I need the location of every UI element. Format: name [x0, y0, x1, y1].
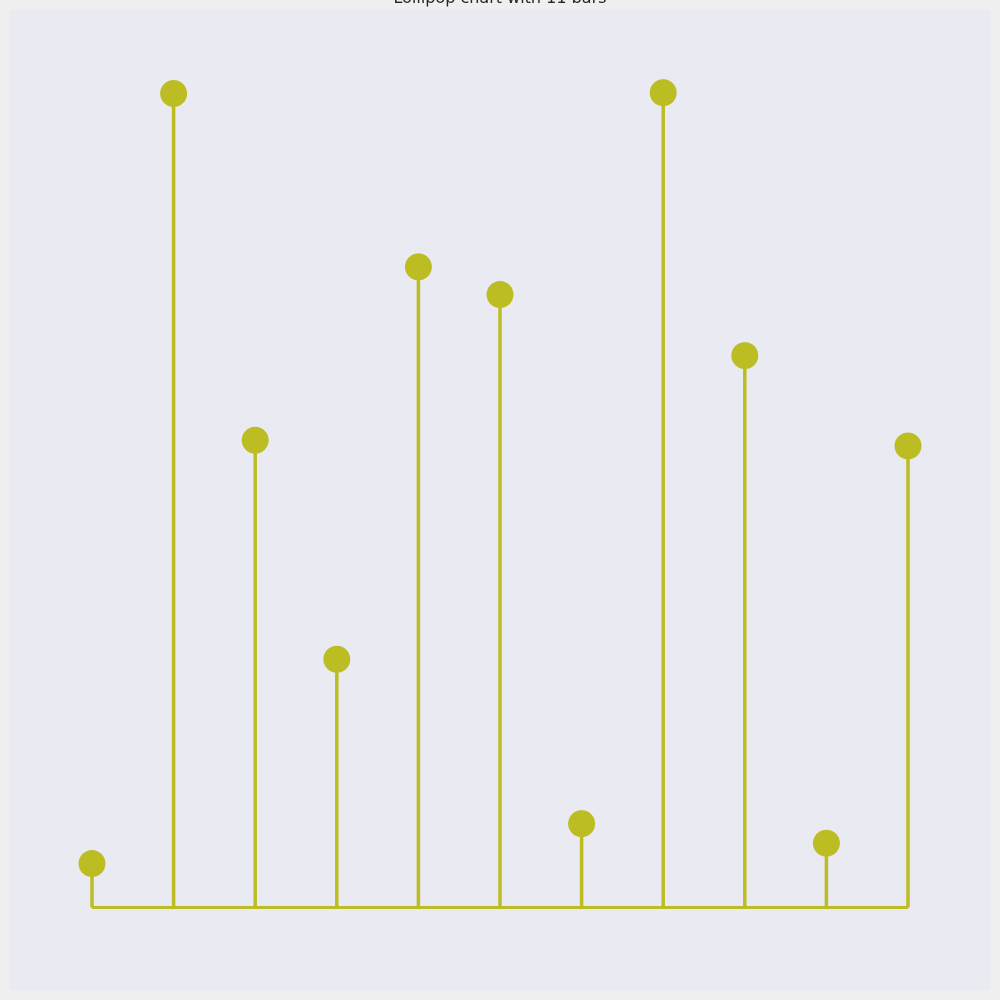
lollipop-marker-7	[568, 810, 596, 838]
lollipop-marker-1	[78, 850, 106, 878]
lollipop-marker-10	[812, 829, 840, 857]
lollipop-marker-8	[649, 79, 677, 107]
markers-group	[78, 79, 922, 878]
lollipop-marker-3	[241, 426, 269, 454]
lollipop-marker-9	[731, 342, 759, 370]
chart-title: Lollipop chart with 11 bars	[394, 0, 607, 7]
lollipop-marker-2	[160, 80, 188, 107]
lollipop-marker-11	[894, 432, 922, 460]
lollipop-marker-4	[323, 645, 351, 673]
lollipop-marker-5	[404, 253, 432, 281]
lollipop-marker-6	[486, 281, 514, 309]
